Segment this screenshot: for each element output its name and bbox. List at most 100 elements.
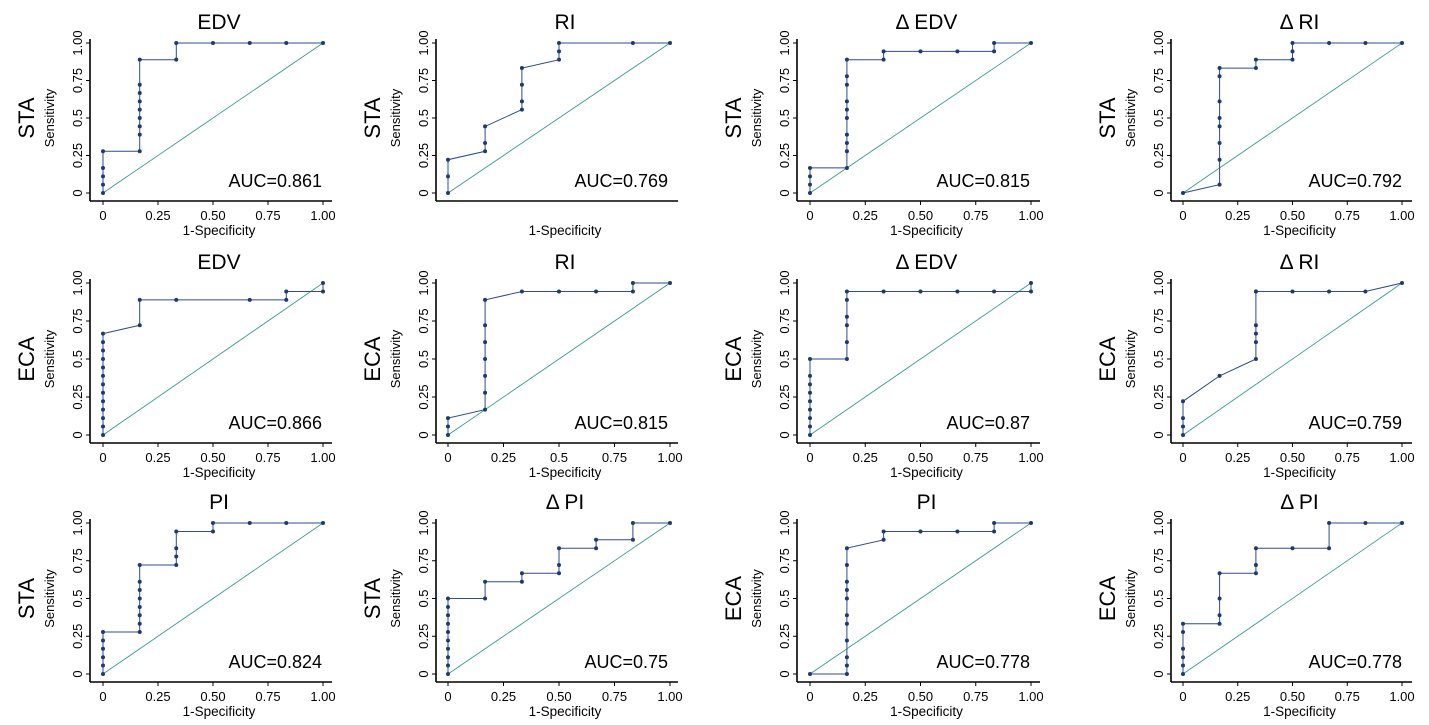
roc-point (101, 424, 105, 429)
roc-point (446, 630, 450, 635)
reference-diagonal (447, 522, 671, 675)
roc-point (844, 562, 849, 567)
row-label: ECA (360, 336, 385, 382)
roc-point (1363, 289, 1368, 294)
reference-diagonal (1182, 282, 1403, 436)
roc-point (844, 116, 849, 120)
roc-panel-2: 0 0.25 0.5 0.75 1.00 RI 1-Specificity Sensitivi… (360, 11, 678, 238)
roc-point (992, 289, 997, 294)
y-tick-label: 0.75 (70, 548, 85, 573)
roc-point (1253, 357, 1258, 361)
row-label: ECA (14, 336, 39, 382)
roc-point (1181, 416, 1185, 421)
auc-label: AUC=0.815 (574, 413, 668, 433)
y-tick-label: 0 (416, 670, 431, 677)
roc-point (1290, 49, 1295, 54)
roc-point (1217, 571, 1222, 576)
roc-point (1029, 289, 1033, 294)
auc-label: AUC=0.759 (1308, 413, 1402, 433)
roc-point (1363, 521, 1368, 525)
x-axis-label: 1-Specificity (1263, 704, 1336, 719)
roc-point (1217, 124, 1222, 129)
y-tick-label: 1.00 (70, 510, 85, 535)
roc-point (844, 149, 849, 154)
roc-point (557, 57, 561, 62)
y-axis-label: Sensitivity (42, 569, 57, 628)
y-tick-label: 0 (416, 431, 431, 438)
roc-point (1327, 41, 1332, 45)
roc-point (446, 672, 450, 676)
reference-diagonal (102, 42, 324, 194)
roc-point (483, 124, 488, 129)
roc-point (101, 165, 105, 170)
roc-point (992, 529, 997, 534)
roc-point (519, 571, 524, 576)
roc-point (881, 537, 886, 542)
x-axis-label: 1-Specificity (890, 223, 963, 238)
roc-point (1217, 621, 1222, 626)
roc-point (247, 521, 252, 525)
y-tick-label: 0 (70, 189, 85, 196)
roc-point (1363, 41, 1368, 45)
roc-point (101, 672, 105, 676)
y-axis-label: Sensitivity (749, 329, 764, 388)
y-tick-label: 1.00 (777, 30, 792, 55)
roc-point (101, 382, 105, 387)
roc-point (1253, 57, 1258, 62)
roc-point (808, 382, 812, 387)
roc-point (1217, 99, 1222, 104)
roc-point (557, 546, 561, 551)
x-tick-label: 0.50 (200, 208, 225, 223)
row-label: ECA (721, 576, 746, 622)
roc-point (1181, 663, 1185, 668)
panel-title: PI (209, 491, 229, 514)
y-tick-label: 0.5 (70, 109, 85, 127)
roc-point (483, 340, 488, 345)
auc-label: AUC=0.815 (936, 171, 1030, 191)
x-tick-label: 0.50 (546, 689, 571, 704)
panel-title: Δ PI (1280, 491, 1319, 514)
roc-point (844, 289, 849, 294)
roc-point (1400, 281, 1404, 285)
roc-point (918, 529, 923, 534)
roc-point (1290, 57, 1295, 62)
roc-point (808, 165, 812, 170)
x-tick-label: 0.25 (1225, 208, 1250, 223)
roc-point (446, 174, 450, 179)
roc-point (137, 323, 142, 328)
roc-panel-3: 0 0.25 0.5 0.75 1.00 0 0.25 0.50 0.75 1.00 Δ EDV 1-… (721, 11, 1044, 238)
roc-point (808, 373, 812, 378)
roc-point (101, 407, 105, 412)
y-tick-label: 0.5 (70, 350, 85, 368)
y-tick-label: 0.5 (70, 589, 85, 607)
y-axis-label: Sensitivity (749, 569, 764, 628)
roc-point (446, 613, 450, 618)
roc-point (1400, 521, 1404, 525)
roc-point (1217, 613, 1222, 618)
roc-point (446, 157, 450, 162)
x-tick-label: 0 (1179, 689, 1186, 704)
y-tick-label: 0 (777, 431, 792, 438)
x-tick-label: 0.25 (491, 689, 516, 704)
roc-point (955, 529, 960, 534)
roc-point (630, 281, 635, 285)
reference-diagonal (102, 522, 324, 675)
roc-point (630, 41, 635, 45)
roc-point (808, 672, 812, 676)
row-label: STA (14, 578, 39, 619)
roc-point (137, 82, 142, 87)
roc-point (955, 49, 960, 54)
y-tick-label: 1.00 (416, 270, 431, 295)
x-tick-label: 0.25 (853, 208, 878, 223)
x-tick-label: 0.75 (963, 208, 988, 223)
roc-point (844, 74, 849, 79)
x-tick-label: 0.75 (1335, 208, 1360, 223)
roc-point (557, 562, 561, 567)
y-tick-label: 0.25 (416, 143, 431, 168)
y-tick-label: 0 (777, 189, 792, 196)
y-axis-label: Sensitivity (42, 329, 57, 388)
x-tick-label: 0.25 (853, 689, 878, 704)
roc-point (137, 613, 142, 618)
x-tick-label: 0.75 (1335, 450, 1360, 465)
roc-curve (447, 282, 670, 435)
